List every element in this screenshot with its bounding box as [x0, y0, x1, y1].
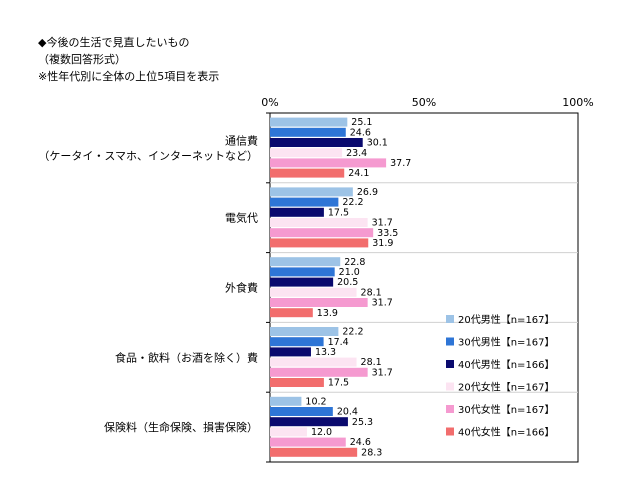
data-label: 25.1: [351, 117, 372, 128]
bar: [270, 378, 324, 387]
data-label: 17.5: [328, 207, 349, 218]
bar: [270, 228, 374, 238]
bar: [270, 407, 333, 416]
bar: [270, 396, 302, 406]
data-label: 22.8: [344, 257, 365, 268]
x-tick-label: 0%: [261, 96, 278, 109]
data-label: 25.3: [352, 417, 373, 428]
chart-subtitle: （複数回答形式）: [38, 53, 126, 66]
data-label: 17.5: [328, 378, 349, 389]
data-label: 17.4: [328, 337, 349, 348]
legend-swatch: [446, 337, 454, 346]
legend-label: 30代男性【n=167】: [458, 336, 555, 349]
data-label: 10.2: [305, 396, 326, 407]
bar: [270, 207, 324, 217]
data-label: 31.7: [372, 367, 393, 378]
data-label: 26.9: [357, 187, 378, 198]
data-label: 22.2: [342, 197, 363, 208]
bar: [270, 308, 313, 318]
bar: [270, 298, 368, 307]
category-label: 電気代: [225, 211, 258, 225]
data-label: 28.1: [361, 287, 382, 298]
bar: [270, 127, 346, 137]
bar: [270, 427, 307, 437]
data-label: 31.7: [372, 298, 393, 309]
data-label: 13.9: [317, 308, 338, 319]
category-label: 通信費: [225, 133, 258, 147]
bar: [270, 168, 345, 178]
data-label: 13.3: [315, 347, 336, 358]
data-label: 12.0: [311, 427, 332, 438]
legend-swatch: [446, 405, 454, 413]
bar: [270, 267, 335, 277]
category-label: 食品・飲料（お酒を除く）費: [115, 350, 258, 364]
legend-label: 20代男性【n=167】: [458, 313, 555, 326]
legend-label: 20代女性【n=167】: [458, 381, 555, 394]
legend-swatch: [446, 382, 454, 391]
data-label: 23.4: [346, 148, 367, 159]
bar: [270, 287, 357, 297]
data-label: 28.1: [361, 357, 382, 368]
data-label: 31.9: [372, 238, 393, 249]
data-label: 28.3: [361, 447, 382, 458]
bar: [270, 218, 368, 227]
legend-label: 40代男性【n=166】: [458, 358, 555, 371]
x-tick-label: 100%: [562, 96, 593, 109]
category-label: 保険料（生命保険、損害保険）: [104, 420, 258, 434]
bar: [270, 417, 348, 427]
chart-title: ◆今後の生活で見直したいもの: [38, 36, 190, 49]
category-label: （ケータイ・スマホ、インターネットなど）: [38, 149, 258, 162]
legend-swatch: [446, 360, 454, 368]
legend-label: 40代女性【n=166】: [458, 426, 555, 439]
data-label: 37.7: [390, 158, 411, 169]
bar: [270, 238, 369, 248]
chart-title-block: ◆今後の生活で見直したいもの （複数回答形式） ※性年代別に全体の上位5項目を表…: [38, 34, 219, 85]
data-label: 24.6: [350, 127, 371, 138]
data-label: 22.2: [342, 327, 363, 338]
data-label: 21.0: [339, 267, 360, 278]
legend-label: 30代女性【n=167】: [458, 403, 555, 416]
bar: [270, 327, 339, 336]
data-label: 24.6: [350, 437, 371, 448]
data-label: 20.4: [337, 407, 358, 418]
chart-note: ※性年代別に全体の上位5項目を表示: [38, 70, 220, 83]
bar: [270, 367, 368, 377]
legend-swatch: [446, 315, 454, 323]
data-label: 31.7: [372, 218, 393, 229]
bar: [270, 117, 348, 127]
bar: [270, 357, 357, 367]
data-label: 30.1: [367, 138, 388, 149]
bar: [270, 148, 343, 158]
data-label: 33.5: [377, 228, 398, 239]
bar: [270, 197, 339, 207]
legend-swatch: [446, 427, 454, 436]
bar: [270, 437, 346, 447]
bar: [270, 337, 324, 347]
data-label: 20.5: [337, 277, 358, 288]
category-label: 外食費: [225, 281, 258, 295]
data-label: 24.1: [348, 168, 369, 179]
bar: [270, 138, 363, 147]
plot-frame: [269, 112, 579, 463]
bar: [270, 187, 353, 197]
bar: [270, 257, 341, 267]
bar: [270, 347, 311, 357]
bar: [270, 277, 334, 287]
x-tick-label: 50%: [412, 96, 436, 109]
bar: [270, 447, 358, 457]
bar: [270, 158, 387, 168]
